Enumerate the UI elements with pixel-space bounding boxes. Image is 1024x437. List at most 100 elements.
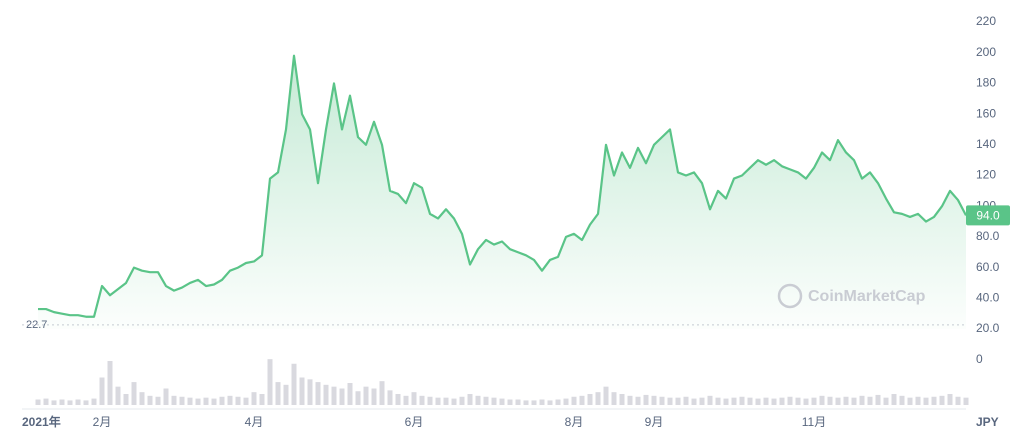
volume-bar xyxy=(627,395,633,405)
volume-bar xyxy=(147,395,153,405)
volume-bar xyxy=(307,379,313,405)
volume-bar xyxy=(547,400,553,405)
volume-bar xyxy=(771,398,777,405)
volume-bar xyxy=(819,395,825,405)
volume-bar xyxy=(187,397,193,405)
volume-bar xyxy=(35,399,41,405)
volume-bar xyxy=(555,399,561,405)
volume-bar xyxy=(451,398,457,405)
volume-bar xyxy=(683,396,689,405)
volume-bar xyxy=(675,397,681,405)
volume-bar xyxy=(483,396,489,405)
volume-bar xyxy=(43,398,49,405)
volume-bar xyxy=(787,396,793,405)
volume-bar xyxy=(531,400,537,405)
volume-bar xyxy=(275,382,281,405)
volume-bar xyxy=(259,394,265,405)
volume-bar xyxy=(107,361,113,405)
volume-bar xyxy=(795,397,801,405)
current-price-label: 94.0 xyxy=(976,209,1000,223)
volume-bar xyxy=(427,396,433,405)
volume-bar xyxy=(939,395,945,405)
volume-bar xyxy=(59,399,65,405)
volume-bar xyxy=(315,382,321,405)
volume-bar xyxy=(227,395,233,405)
volume-bar xyxy=(891,394,897,405)
volume-bar xyxy=(291,363,297,405)
volume-bar xyxy=(387,390,393,405)
volume-bar xyxy=(467,394,473,405)
volume-tick-label: 0 xyxy=(976,352,983,366)
y-tick-label: 120 xyxy=(976,168,996,182)
volume-bar xyxy=(651,395,657,405)
volume-bar xyxy=(763,397,769,405)
volume-bar xyxy=(563,398,569,405)
x-tick-label: 8月 xyxy=(565,415,584,429)
x-tick-label: 4月 xyxy=(245,415,264,429)
volume-bar xyxy=(515,399,521,405)
volume-bar xyxy=(395,394,401,405)
volume-bar xyxy=(331,386,337,405)
y-tick-label: 40.0 xyxy=(976,290,1000,304)
volume-bar xyxy=(859,395,865,405)
volume-bar xyxy=(619,394,625,405)
volume-bar xyxy=(67,400,73,405)
watermark-logo xyxy=(777,283,803,309)
volume-bar xyxy=(219,396,225,405)
volume-bar xyxy=(611,392,617,405)
x-tick-label: 11月 xyxy=(802,415,826,429)
volume-bar xyxy=(779,397,785,405)
x-tick-label: 2021年 xyxy=(22,414,61,429)
volume-bar xyxy=(707,395,713,405)
volume-bar xyxy=(83,400,89,405)
volume-bar xyxy=(243,397,249,405)
volume-bar xyxy=(179,396,185,405)
volume-bar xyxy=(923,397,929,405)
volume-bar xyxy=(171,395,177,405)
y-tick-label: 180 xyxy=(976,76,996,90)
volume-bar xyxy=(875,394,881,405)
volume-bar xyxy=(811,397,817,405)
area-fill xyxy=(38,55,966,330)
volume-bar xyxy=(403,395,409,405)
volume-bar xyxy=(915,396,921,405)
volume-bar xyxy=(475,395,481,405)
volume-bar xyxy=(339,388,345,405)
volume-bar xyxy=(363,386,369,405)
volume-bar xyxy=(803,398,809,405)
volume-bar xyxy=(123,394,129,405)
volume-bar xyxy=(723,398,729,405)
volume-bar xyxy=(595,392,601,405)
volume-bar xyxy=(539,399,545,405)
volume-bar xyxy=(131,382,137,405)
volume-bar xyxy=(579,395,585,405)
volume-bar xyxy=(691,398,697,405)
volume-bar xyxy=(739,396,745,405)
volume-bar xyxy=(267,359,273,405)
volume-bar xyxy=(947,394,953,405)
volume-bar xyxy=(955,396,961,405)
current-price-tag xyxy=(966,205,1010,226)
volume-bar xyxy=(75,399,81,405)
volume-bar xyxy=(379,381,385,405)
y-tick-label: 200 xyxy=(976,45,996,59)
y-tick-label: 60.0 xyxy=(976,260,1000,274)
volume-bar xyxy=(443,397,449,405)
y-tick-label: 160 xyxy=(976,106,996,120)
y-tick-label: 220 xyxy=(976,14,996,28)
volume-bar xyxy=(299,377,305,405)
volume-bar xyxy=(507,399,513,405)
volume-bar xyxy=(419,395,425,405)
volume-bar xyxy=(283,384,289,405)
volume-bar xyxy=(91,398,97,405)
currency-label: JPY xyxy=(976,415,999,429)
y-tick-label: 20.0 xyxy=(976,321,1000,335)
volume-bar xyxy=(99,377,105,405)
volume-bar xyxy=(843,396,849,405)
watermark: CoinMarketCap xyxy=(777,283,926,309)
volume-bar xyxy=(867,396,873,405)
volume-bar xyxy=(499,398,505,405)
watermark-text: CoinMarketCap xyxy=(808,288,926,305)
volume-bar xyxy=(755,398,761,405)
